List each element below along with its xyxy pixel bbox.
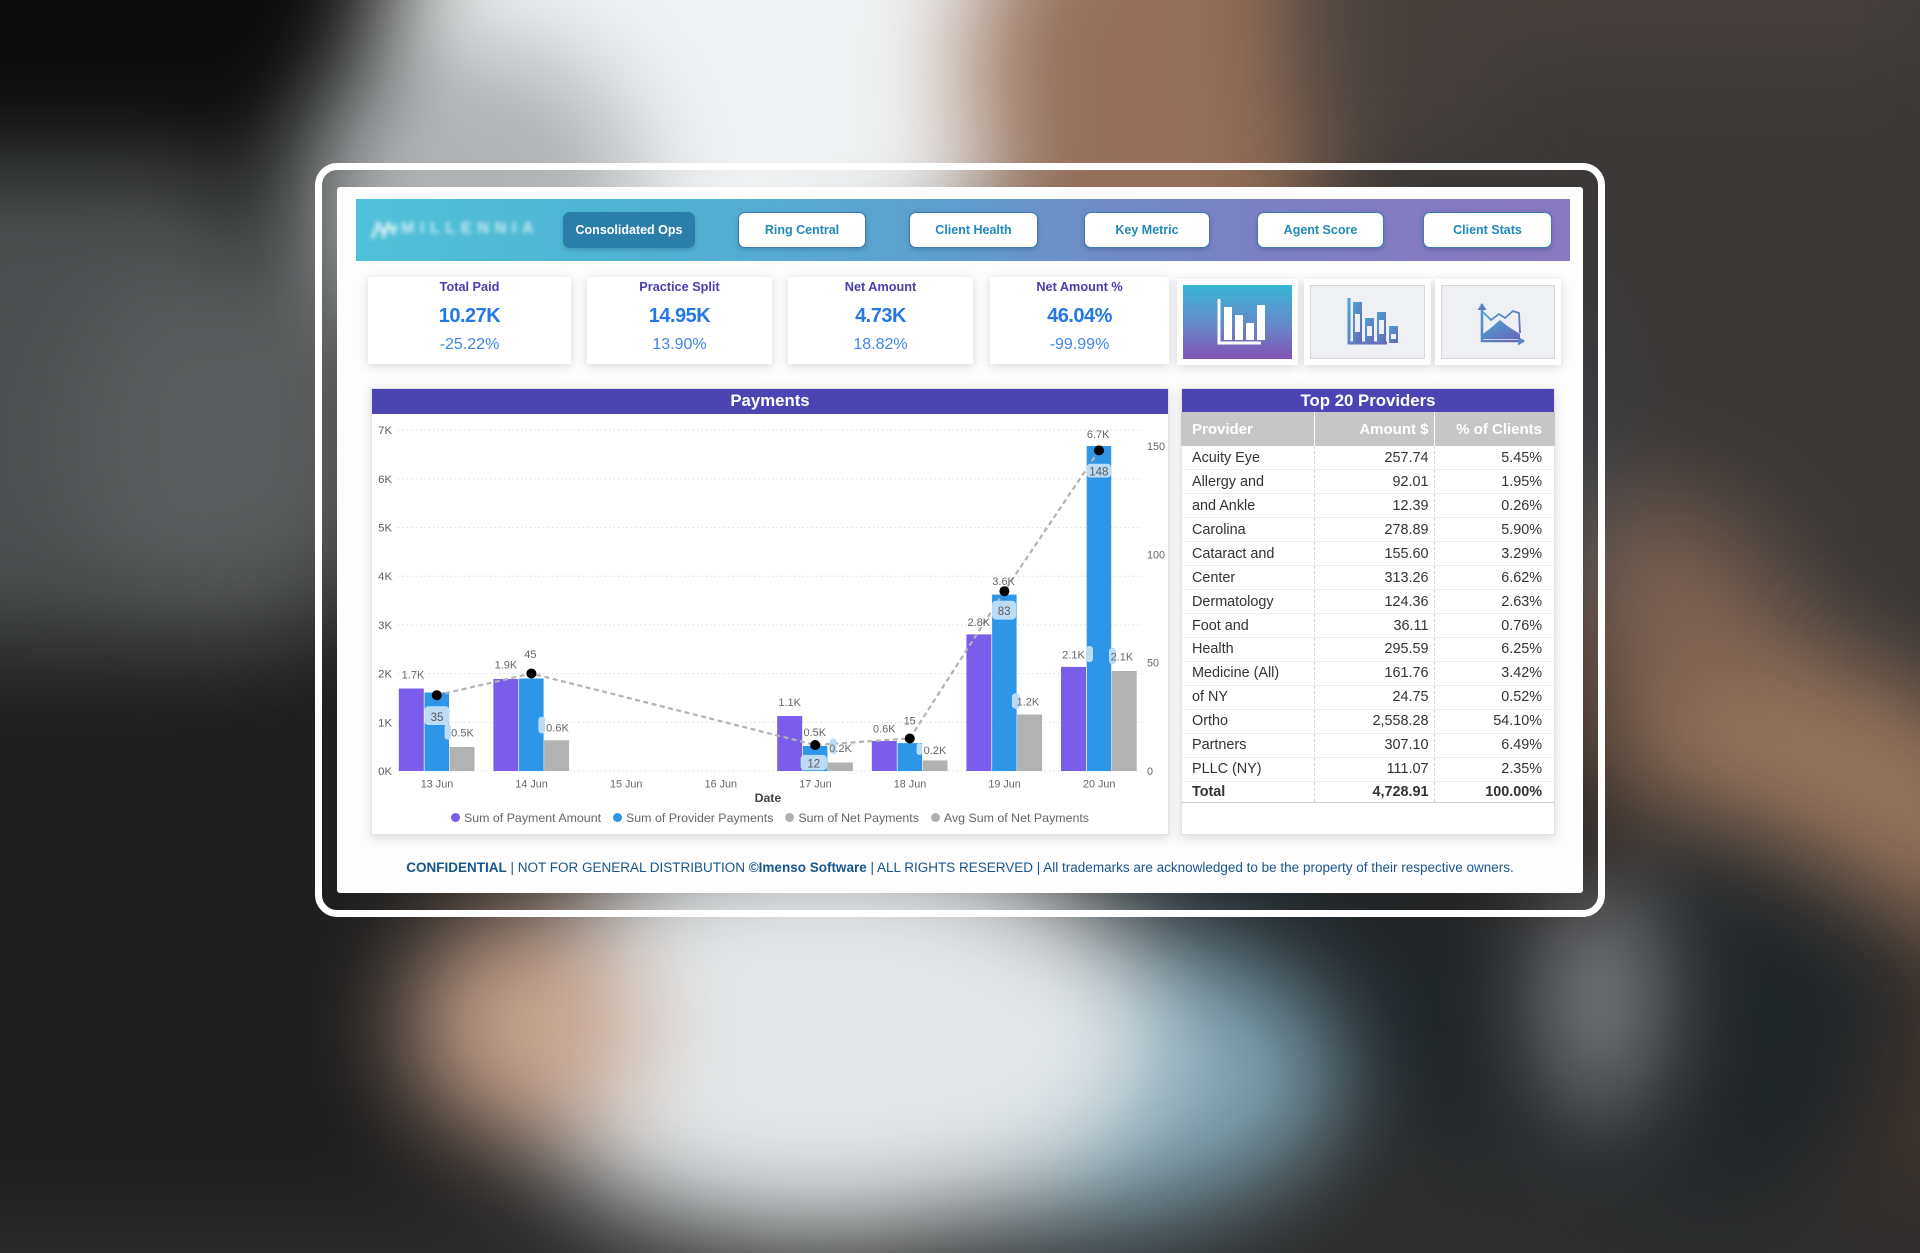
svg-text:150: 150 [1147,441,1165,453]
svg-text:1.2K: 1.2K [1017,697,1040,709]
svg-text:14 Jun: 14 Jun [515,778,547,790]
svg-text:50: 50 [1147,658,1159,670]
svg-text:0.5K: 0.5K [451,728,474,740]
svg-text:2.1K: 2.1K [1062,649,1085,661]
svg-text:Date: Date [755,791,782,803]
svg-text:3K: 3K [378,620,392,632]
svg-text:1K: 1K [378,717,392,729]
svg-text:2.1K: 2.1K [1111,651,1134,663]
svg-text:0.2K: 0.2K [829,743,852,755]
svg-text:0.6K: 0.6K [546,723,569,735]
svg-text:6K: 6K [378,474,392,486]
svg-text:4K: 4K [378,571,392,583]
svg-text:15 Jun: 15 Jun [610,778,642,790]
svg-text:16 Jun: 16 Jun [705,778,737,790]
svg-text:0.5K: 0.5K [803,727,826,739]
svg-text:13 Jun: 13 Jun [421,778,453,790]
svg-text:0.2K: 0.2K [924,745,947,757]
svg-text:0: 0 [1147,766,1153,778]
svg-text:83: 83 [998,606,1011,618]
svg-text:1.7K: 1.7K [402,670,425,682]
svg-text:6.7K: 6.7K [1087,429,1110,441]
svg-text:100: 100 [1147,549,1165,561]
svg-text:18 Jun: 18 Jun [894,778,926,790]
svg-text:0.6K: 0.6K [873,723,896,735]
svg-text:17 Jun: 17 Jun [799,778,831,790]
svg-text:148: 148 [1089,466,1108,478]
svg-text:35: 35 [431,712,444,724]
svg-text:1.1K: 1.1K [778,697,801,709]
svg-text:2K: 2K [378,669,392,681]
svg-text:1.9K: 1.9K [495,660,518,672]
svg-text:0K: 0K [378,766,392,778]
svg-text:2.8K: 2.8K [967,617,990,629]
svg-text:20 Jun: 20 Jun [1083,778,1115,790]
svg-text:5K: 5K [378,523,392,535]
svg-text:7K: 7K [378,425,392,437]
svg-text:19 Jun: 19 Jun [988,778,1020,790]
svg-text:12: 12 [807,758,820,770]
svg-text:15: 15 [904,716,916,728]
svg-text:3.6K: 3.6K [992,576,1015,588]
svg-text:45: 45 [524,649,536,661]
